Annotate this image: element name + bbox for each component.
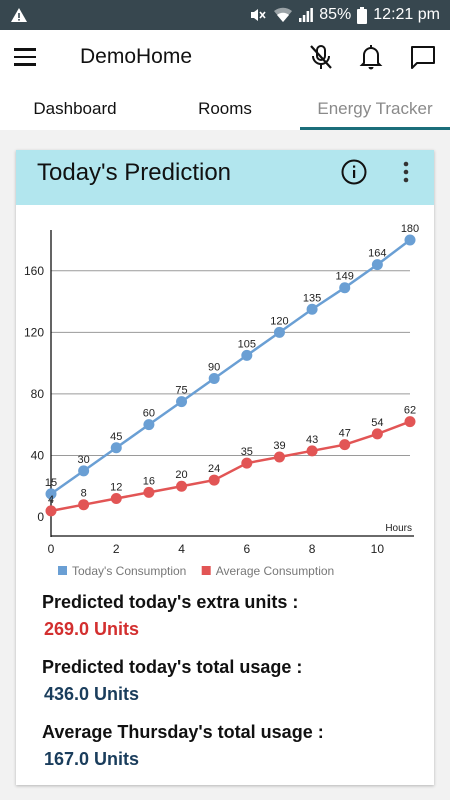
- mic-off-icon[interactable]: [306, 42, 336, 72]
- card-header: Today's Prediction: [16, 150, 434, 205]
- data-point: [306, 445, 318, 457]
- data-point: [208, 474, 220, 486]
- app-title: DemoHome: [80, 45, 193, 68]
- y-tick-label: 0: [37, 510, 44, 524]
- active-tab-indicator: [300, 127, 450, 130]
- total-usage-label: Predicted today's total usage :: [42, 657, 303, 677]
- data-point: [143, 486, 155, 498]
- card-title: Today's Prediction: [37, 159, 232, 186]
- data-label: 135: [303, 292, 321, 304]
- data-point: [110, 442, 122, 454]
- bell-icon[interactable]: [356, 42, 386, 72]
- menu-icon[interactable]: [14, 48, 36, 66]
- x-tick-label: 0: [48, 542, 55, 556]
- legend-swatch: [201, 566, 211, 575]
- extra-units-label: Predicted today's extra units :: [42, 592, 299, 612]
- data-label: 75: [175, 385, 187, 397]
- y-tick-label: 120: [24, 325, 44, 339]
- data-label: 120: [270, 315, 288, 327]
- data-point: [371, 259, 383, 271]
- data-label: 62: [404, 405, 416, 417]
- more-vert-icon[interactable]: [400, 160, 412, 184]
- data-label: 45: [110, 431, 122, 443]
- data-label: 15: [45, 477, 57, 489]
- data-point: [339, 439, 351, 451]
- data-point: [339, 282, 351, 294]
- mute-icon: [249, 7, 267, 23]
- data-label: 16: [143, 475, 155, 487]
- data-label: 4: [48, 494, 54, 506]
- data-point: [45, 488, 57, 500]
- data-label: 43: [306, 434, 318, 446]
- battery-percent: 85%: [319, 6, 352, 23]
- data-point: [176, 396, 188, 408]
- data-label: 12: [110, 482, 122, 494]
- extra-units-value: 269.0 Units: [44, 619, 140, 639]
- data-label: 24: [208, 463, 220, 475]
- data-label: 54: [371, 417, 383, 429]
- data-point: [306, 303, 318, 315]
- data-label: 90: [208, 362, 220, 374]
- data-label: 47: [339, 428, 351, 440]
- prediction-card: Today's Prediction 0 40 80 120 160 0 2 4 6 8 10 Hou…: [16, 150, 434, 785]
- data-point: [176, 480, 188, 492]
- x-tick-label: 2: [113, 542, 120, 556]
- data-point: [208, 373, 220, 384]
- series-line: [50, 239, 411, 495]
- data-label: 180: [401, 223, 419, 235]
- data-point: [78, 499, 90, 511]
- status-time: 12:21 pm: [373, 6, 440, 23]
- x-tick-label: 8: [309, 542, 316, 556]
- data-point: [110, 493, 122, 505]
- wifi-icon: [273, 7, 293, 23]
- data-label: 30: [78, 454, 90, 466]
- data-point: [78, 465, 90, 477]
- total-usage-value: 436.0 Units: [44, 684, 140, 704]
- legend-label: Average Consumption: [216, 564, 335, 578]
- data-label: 60: [143, 408, 155, 420]
- x-axis-label: Hours: [385, 523, 412, 534]
- tab-energy-tracker[interactable]: Energy Tracker: [317, 99, 433, 118]
- tab-bar: Dashboard Rooms Energy Tracker: [0, 88, 450, 130]
- data-point: [371, 428, 383, 440]
- data-label: 35: [241, 446, 253, 458]
- signal-icon: [299, 7, 314, 23]
- thursday-usage-label: Average Thursday's total usage :: [42, 722, 324, 742]
- y-tick-label: 40: [31, 448, 45, 462]
- data-label: 20: [175, 469, 187, 481]
- series-line: [50, 420, 411, 513]
- data-point: [241, 457, 253, 469]
- data-label: 149: [336, 271, 354, 283]
- data-label: 105: [238, 338, 256, 350]
- x-tick-label: 4: [178, 542, 185, 556]
- app-bar: DemoHome: [0, 30, 450, 88]
- x-tick-label: 10: [371, 542, 385, 556]
- battery-icon: [357, 6, 368, 24]
- y-tick-label: 160: [24, 264, 44, 278]
- tab-rooms[interactable]: Rooms: [198, 99, 252, 118]
- legend-swatch: [58, 566, 67, 575]
- data-label: 164: [368, 248, 386, 260]
- data-point: [273, 451, 285, 463]
- y-tick-label: 80: [31, 387, 45, 401]
- data-label: 39: [273, 440, 285, 452]
- data-point: [45, 505, 57, 517]
- tab-dashboard[interactable]: Dashboard: [33, 99, 117, 118]
- chat-icon[interactable]: [408, 42, 438, 72]
- data-point: [404, 416, 416, 428]
- data-label: 8: [81, 488, 87, 500]
- x-tick-label: 6: [243, 542, 250, 556]
- legend-label: Today's Consumption: [72, 564, 186, 578]
- thursday-usage-value: 167.0 Units: [44, 749, 140, 769]
- data-point: [241, 349, 253, 361]
- warning-icon: [10, 7, 28, 23]
- data-point: [404, 234, 416, 246]
- info-icon[interactable]: [341, 159, 367, 185]
- data-point: [273, 326, 285, 338]
- data-point: [143, 419, 155, 431]
- status-bar: 85% 12:21 pm: [0, 0, 450, 30]
